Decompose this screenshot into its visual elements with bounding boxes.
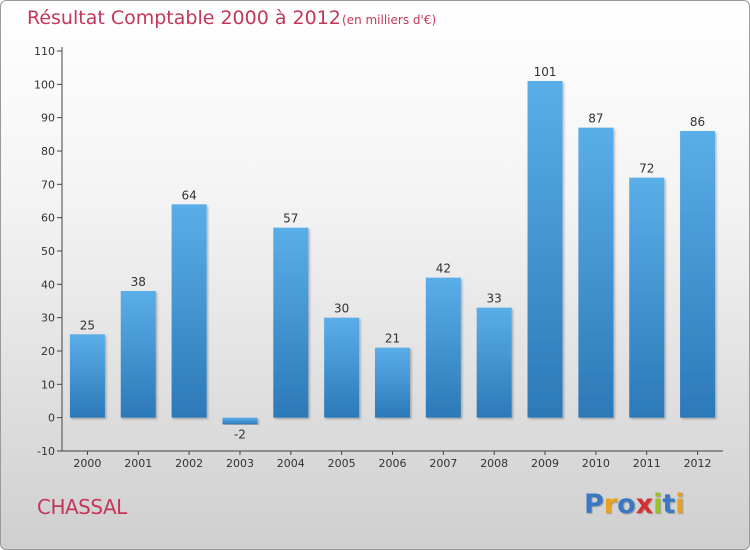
bar — [273, 227, 309, 418]
bar — [222, 417, 258, 425]
x-tick-label: 2004 — [277, 457, 305, 470]
bar-value-label: 38 — [131, 275, 146, 289]
x-tick-label: 2009 — [531, 457, 559, 470]
bar-value-label: 33 — [487, 292, 502, 306]
y-tick-label: 80 — [41, 145, 55, 158]
bar-value-label: 72 — [639, 162, 654, 176]
bar-value-label: 21 — [385, 332, 400, 346]
logo-letter: o — [617, 489, 636, 520]
bar — [171, 204, 207, 418]
commune-name: CHASSAL — [37, 495, 127, 519]
x-tick-label: 2010 — [582, 457, 610, 470]
y-tick-label: 0 — [48, 412, 55, 425]
x-tick-label: 2008 — [480, 457, 508, 470]
y-tick-label: 20 — [41, 345, 55, 358]
bar — [425, 277, 461, 418]
logo-letter: r — [603, 489, 618, 520]
bar — [527, 81, 563, 418]
x-tick-label: 2012 — [684, 457, 712, 470]
y-tick-label: -10 — [37, 445, 55, 458]
bar-value-label: 42 — [436, 262, 451, 276]
bar-value-label: 86 — [690, 115, 705, 129]
bar-value-label: 64 — [181, 188, 196, 202]
x-tick-label: 2000 — [73, 457, 101, 470]
y-tick-label: 60 — [41, 212, 55, 225]
y-tick-label: 110 — [34, 45, 55, 58]
bar — [375, 347, 410, 418]
y-tick-label: 50 — [41, 245, 55, 258]
bar — [578, 127, 614, 418]
bar-value-label: -2 — [234, 427, 246, 441]
x-tick-label: 2002 — [175, 457, 203, 470]
chart-subtitle: (en milliers d'€) — [342, 13, 437, 27]
bar — [69, 334, 105, 418]
x-tick-label: 2006 — [379, 457, 407, 470]
bar — [680, 131, 716, 418]
x-tick-label: 2011 — [633, 457, 661, 470]
y-tick-label: 10 — [41, 378, 55, 391]
x-tick-label: 2001 — [124, 457, 152, 470]
logo-letter: x — [635, 489, 654, 520]
bar-value-label: 30 — [334, 302, 349, 316]
bar — [476, 307, 512, 418]
bar-value-label: 101 — [534, 65, 557, 79]
y-tick-label: 70 — [41, 178, 55, 191]
proxiti-logo: Proxiti — [584, 489, 685, 520]
bar-value-label: 87 — [588, 112, 603, 126]
bar — [324, 317, 360, 418]
y-tick-label: 90 — [41, 112, 55, 125]
bar — [120, 291, 156, 418]
y-tick-label: 100 — [34, 78, 55, 91]
bar-value-label: 57 — [283, 212, 298, 226]
y-tick-label: 40 — [41, 278, 55, 291]
x-tick-label: 2003 — [226, 457, 254, 470]
logo-letter: t — [662, 489, 676, 520]
bar-value-label: 25 — [80, 318, 95, 332]
y-tick-label: 30 — [41, 312, 55, 325]
bar — [629, 177, 665, 418]
logo-letter: i — [675, 489, 685, 520]
x-tick-label: 2005 — [328, 457, 356, 470]
chart-title: Résultat Comptable 2000 à 2012 — [27, 7, 341, 29]
x-tick-label: 2007 — [429, 457, 457, 470]
logo-letter: P — [584, 489, 604, 520]
logo-letter: i — [653, 489, 663, 520]
